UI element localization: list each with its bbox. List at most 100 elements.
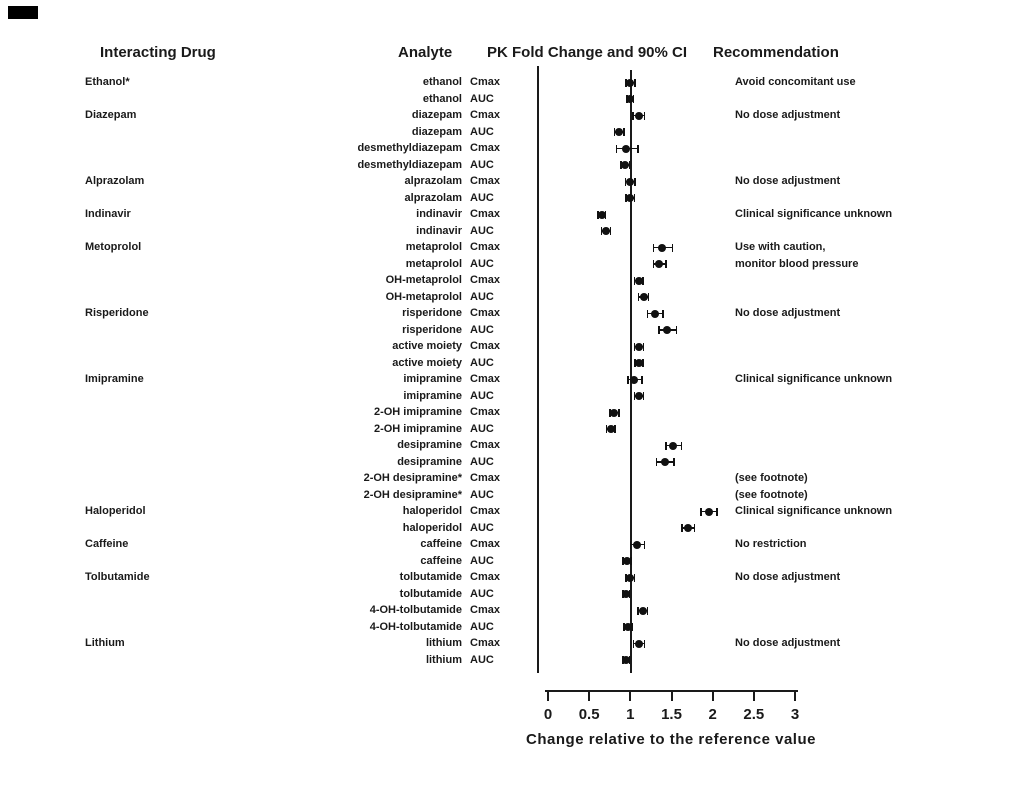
point-estimate-marker xyxy=(704,507,713,516)
ci-cap-left xyxy=(631,111,634,120)
ci-cap-left xyxy=(636,606,639,615)
pk-parameter-label: Cmax xyxy=(470,439,500,451)
pk-parameter-label: Cmax xyxy=(470,208,500,220)
ci-cap-left xyxy=(622,557,624,565)
ci-cap-right xyxy=(693,524,696,532)
analyte-label: haloperidol xyxy=(402,505,462,517)
analyte-label: 2-OH imipramine xyxy=(373,422,462,435)
forest-row: Indinavir indinavir Cmax Clinical significa… xyxy=(0,206,1023,223)
forest-row: OH-metaprolol Cmax xyxy=(0,272,1023,289)
ci-cap-left xyxy=(633,392,636,400)
pk-parameter-label: Cmax xyxy=(470,76,500,88)
ci-cap-left xyxy=(625,573,627,582)
point-estimate-marker xyxy=(626,573,635,582)
point-estimate-marker xyxy=(626,78,635,87)
pk-parameter-label: Cmax xyxy=(470,175,500,187)
point-estimate-marker xyxy=(669,441,678,450)
analyte-label: alprazolam xyxy=(404,191,462,204)
recommendation-label: No dose adjustment xyxy=(735,637,841,649)
forest-row: lithium AUC xyxy=(0,652,1023,669)
analyte-label: OH-metaprolol xyxy=(385,274,462,286)
pk-parameter-label: AUC xyxy=(470,323,494,336)
ci-cap-right xyxy=(633,573,636,582)
pk-parameter-label: Cmax xyxy=(470,373,500,385)
x-axis-tick-label: 2 xyxy=(708,706,717,723)
analyte-label: diazepam xyxy=(411,109,462,121)
forest-row: Imipramine imipramine Cmax Clinical signifi… xyxy=(0,371,1023,388)
ci-cap-right xyxy=(633,194,636,202)
ci-cap-left xyxy=(615,144,618,153)
point-estimate-marker xyxy=(632,540,641,549)
forest-row: desmethyldiazepam AUC xyxy=(0,157,1023,174)
pk-parameter-label: Cmax xyxy=(470,472,500,484)
pk-parameter-label: Cmax xyxy=(470,406,500,418)
analyte-label: desipramine xyxy=(397,439,462,451)
forest-row: risperidone AUC xyxy=(0,322,1023,339)
analyte-label: metaprolol xyxy=(405,241,462,253)
analyte-label: alprazolam xyxy=(404,175,462,187)
point-estimate-marker xyxy=(634,639,643,648)
ci-cap-left xyxy=(632,639,635,648)
forest-row: metaprolol AUC monitor blood pressure xyxy=(0,256,1023,273)
point-estimate-marker xyxy=(630,375,639,384)
pk-parameter-label: Cmax xyxy=(470,142,500,154)
analyte-label: active moiety xyxy=(392,340,462,352)
ci-cap-right xyxy=(673,458,675,466)
ci-cap-right xyxy=(634,177,637,186)
point-estimate-marker xyxy=(614,128,623,136)
forest-row: 2-OH imipramine AUC xyxy=(0,421,1023,438)
analyte-label: tolbutamide xyxy=(399,571,462,583)
x-axis-tick-label: 0.5 xyxy=(578,706,600,723)
analyte-label: lithium xyxy=(425,653,462,666)
analyte-label: caffeine xyxy=(420,554,462,567)
x-axis-tick xyxy=(670,690,673,701)
forest-row: active moiety Cmax xyxy=(0,338,1023,355)
point-estimate-marker xyxy=(655,260,664,268)
point-estimate-marker xyxy=(657,243,666,252)
ci-cap-right xyxy=(630,557,632,565)
ci-cap-right xyxy=(647,293,650,301)
recommendation-label: No dose adjustment xyxy=(735,109,841,121)
recommendation-label: No dose adjustment xyxy=(735,175,841,187)
ci-cap-left xyxy=(600,227,603,235)
point-estimate-marker xyxy=(626,194,635,202)
analyte-label: ethanol xyxy=(422,92,462,105)
point-estimate-marker xyxy=(601,227,610,235)
drug-label: Haloperidol xyxy=(85,505,146,517)
x-axis-tick xyxy=(752,690,755,701)
analyte-label: 2-OH desipramine* xyxy=(363,488,462,501)
analyte-label: 4-OH-tolbutamide xyxy=(369,604,462,616)
column-header-pk: PK xyxy=(487,44,508,61)
point-estimate-marker xyxy=(634,276,643,285)
ci-cap-left xyxy=(652,260,655,268)
column-header-fold-change: Fold Change and 90% CI xyxy=(512,44,688,61)
ci-cap-right xyxy=(643,639,646,648)
pk-parameter-label: Cmax xyxy=(470,571,500,583)
ci-cap-left xyxy=(625,194,627,202)
ci-cap-right xyxy=(641,276,644,285)
ci-cap-right xyxy=(675,326,678,334)
x-axis-tick-label: 3 xyxy=(790,706,800,723)
drug-label: Alprazolam xyxy=(85,175,145,187)
x-axis-title: Change relative to the reference value xyxy=(526,731,816,748)
point-estimate-marker xyxy=(622,144,631,153)
forest-row: indinavir AUC xyxy=(0,223,1023,240)
point-estimate-marker xyxy=(623,557,632,565)
forest-row: 2-OH desipramine* Cmax (see footnote) xyxy=(0,470,1023,487)
pk-parameter-label: Cmax xyxy=(470,307,500,319)
ci-cap-right xyxy=(618,408,620,417)
pk-parameter-label: AUC xyxy=(470,356,494,369)
pk-parameter-label: AUC xyxy=(470,422,494,435)
analyte-label: imipramine xyxy=(403,373,462,385)
drug-label: Ethanol* xyxy=(85,76,130,88)
forest-row: 2-OH desipramine* AUC (see footnote) xyxy=(0,487,1023,504)
analyte-label: desmethyldiazepam xyxy=(357,158,462,171)
analyte-label: 2-OH desipramine* xyxy=(363,472,462,484)
analyte-label: risperidone xyxy=(402,323,462,336)
ci-cap-left xyxy=(633,342,636,351)
point-estimate-marker xyxy=(634,111,643,120)
ci-cap-left xyxy=(664,441,667,450)
forest-row: ethanol AUC xyxy=(0,91,1023,108)
recommendation-label: Clinical significance unknown xyxy=(735,373,893,385)
analyte-label: 4-OH-tolbutamide xyxy=(369,620,462,633)
